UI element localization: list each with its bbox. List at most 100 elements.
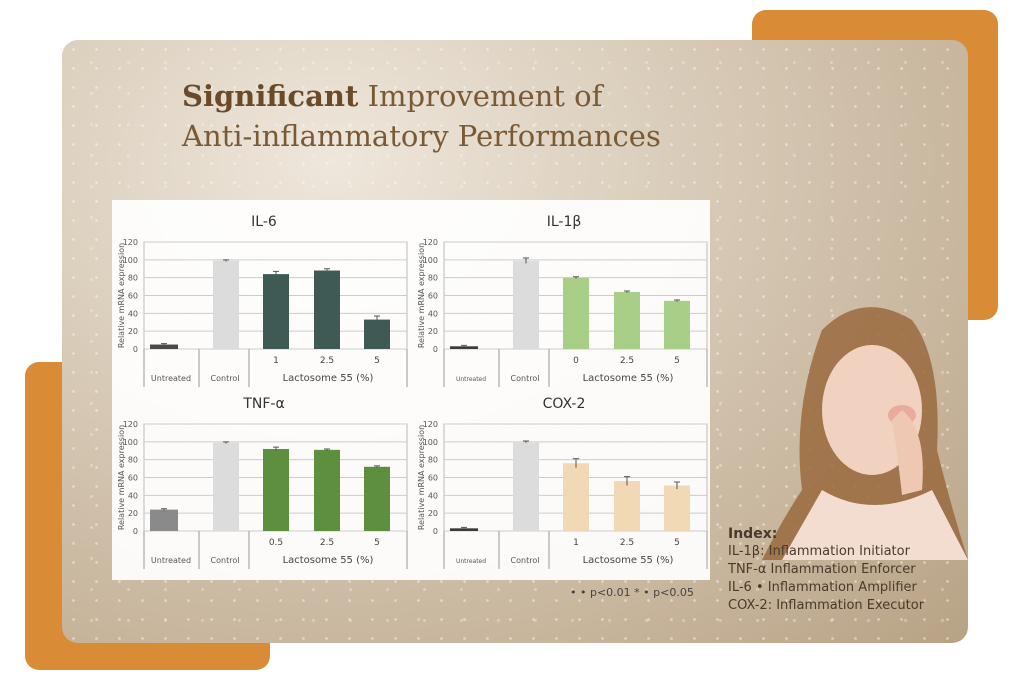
- chart-svg: COX-2 Relative mRNA expression 0 20 40 60 80 10…: [417, 396, 708, 569]
- title-line2: Anti-inflammatory Performances: [182, 119, 661, 153]
- y-tick-label: 100: [123, 438, 138, 447]
- bar: [314, 270, 340, 349]
- chart-cox2: COX-2 Relative mRNA expression 0 20 40 60 80 10…: [414, 390, 709, 580]
- y-tick-label: 40: [128, 491, 138, 500]
- dose-label: 0.5: [269, 538, 283, 548]
- error-bar: [674, 481, 680, 490]
- index-item: COX-2: Inflammation Executor: [728, 598, 925, 613]
- chart-svg: IL-6 Relative mRNA expression 0 20 40 60 80 100…: [117, 214, 408, 387]
- dose-label: 1: [573, 538, 579, 548]
- y-axis-label: Relative mRNA expression: [417, 243, 426, 348]
- charts-panel: IL-6 Relative mRNA expression 0 20 40 60 80 100…: [112, 200, 710, 580]
- bar: [513, 260, 539, 349]
- chart-title: IL-1β: [547, 214, 582, 230]
- y-tick-label: 80: [428, 456, 438, 465]
- dose-label: 5: [674, 356, 680, 366]
- error-bar: [324, 268, 330, 273]
- error-bar: [624, 476, 630, 486]
- category-label: Control: [511, 374, 540, 383]
- bar: [664, 485, 690, 531]
- bar: [563, 463, 589, 531]
- index-item: IL-1β: Inflammation Initiator: [728, 544, 910, 559]
- y-tick-label: 60: [128, 292, 138, 301]
- y-tick-label: 20: [428, 327, 438, 336]
- error-bar: [461, 344, 467, 348]
- error-bar: [223, 441, 229, 444]
- bar: [614, 481, 640, 531]
- bar: [314, 449, 340, 531]
- group-label: Lactosome 55 (%): [283, 555, 374, 566]
- significance-note: • • p<0.01 * • p<0.05: [570, 586, 694, 599]
- bar: [150, 509, 178, 531]
- title-rest: Improvement of: [367, 79, 603, 113]
- category-label: Untreated: [456, 376, 486, 383]
- y-tick-label: 40: [428, 309, 438, 318]
- chart-svg: TNF-α Relative mRNA expression 0 20 40 60 80 10…: [117, 396, 408, 569]
- y-tick-label: 0: [133, 345, 138, 354]
- group-label: Lactosome 55 (%): [583, 555, 674, 566]
- y-tick-label: 0: [133, 527, 138, 536]
- chart-title: COX-2: [543, 396, 586, 412]
- error-bar: [374, 465, 380, 468]
- bar: [213, 442, 239, 531]
- bar: [364, 319, 390, 349]
- index-legend: Index: IL-1β: Inflammation Initiator TNF…: [728, 525, 924, 615]
- dose-label: 2.5: [620, 356, 634, 366]
- error-bar: [324, 448, 330, 451]
- y-tick-label: 60: [428, 474, 438, 483]
- error-bar: [674, 299, 680, 302]
- error-bar: [273, 270, 279, 277]
- bar: [450, 346, 478, 349]
- bar: [513, 441, 539, 531]
- y-axis-label: Relative mRNA expression: [117, 243, 126, 348]
- dose-label: 1: [273, 356, 279, 366]
- category-label: Control: [211, 374, 240, 383]
- category-label: Control: [211, 556, 240, 565]
- dose-label: 2.5: [320, 538, 334, 548]
- y-tick-label: 100: [423, 438, 438, 447]
- y-tick-label: 100: [423, 256, 438, 265]
- y-tick-label: 60: [428, 292, 438, 301]
- category-label: Control: [511, 556, 540, 565]
- y-tick-label: 120: [123, 238, 138, 247]
- chart-svg: IL-1β Relative mRNA expression 0 20 40 60 80 10…: [417, 214, 708, 387]
- woman-photo: [762, 307, 968, 560]
- chart-title: TNF-α: [242, 396, 284, 412]
- error-bar: [461, 526, 467, 530]
- page-title: Significant Improvement of Anti-inflamma…: [182, 76, 661, 156]
- y-tick-label: 40: [428, 491, 438, 500]
- dose-label: 0: [573, 356, 579, 366]
- y-tick-label: 0: [433, 345, 438, 354]
- bar: [263, 448, 289, 531]
- y-tick-label: 120: [423, 238, 438, 247]
- group-label: Lactosome 55 (%): [283, 373, 374, 384]
- chart-il6: IL-6 Relative mRNA expression 0 20 40 60 80 100…: [114, 208, 409, 398]
- error-bar: [523, 257, 529, 264]
- index-heading: Index:: [728, 526, 778, 542]
- bar: [150, 344, 178, 349]
- y-tick-label: 20: [128, 509, 138, 518]
- main-card: Significant Improvement of Anti-inflamma…: [62, 40, 968, 643]
- error-bar: [223, 259, 229, 262]
- dose-label: 2.5: [620, 538, 634, 548]
- y-axis-label: Relative mRNA expression: [117, 425, 126, 530]
- bar: [614, 291, 640, 349]
- dose-label: 2.5: [320, 356, 334, 366]
- error-bar: [273, 446, 279, 451]
- error-bar: [573, 458, 579, 468]
- y-tick-label: 40: [128, 309, 138, 318]
- title-bold: Significant: [182, 79, 359, 113]
- bar: [664, 300, 690, 349]
- bar: [263, 274, 289, 349]
- bar: [364, 466, 390, 531]
- y-tick-label: 60: [128, 474, 138, 483]
- y-tick-label: 100: [123, 256, 138, 265]
- chart-title: IL-6: [251, 214, 277, 230]
- dose-label: 5: [374, 538, 380, 548]
- y-tick-label: 120: [123, 420, 138, 429]
- y-tick-label: 20: [428, 509, 438, 518]
- bar: [450, 528, 478, 531]
- bar: [563, 277, 589, 349]
- error-bar: [161, 508, 167, 511]
- index-item: TNF-α Inflammation Enforcer: [728, 562, 916, 577]
